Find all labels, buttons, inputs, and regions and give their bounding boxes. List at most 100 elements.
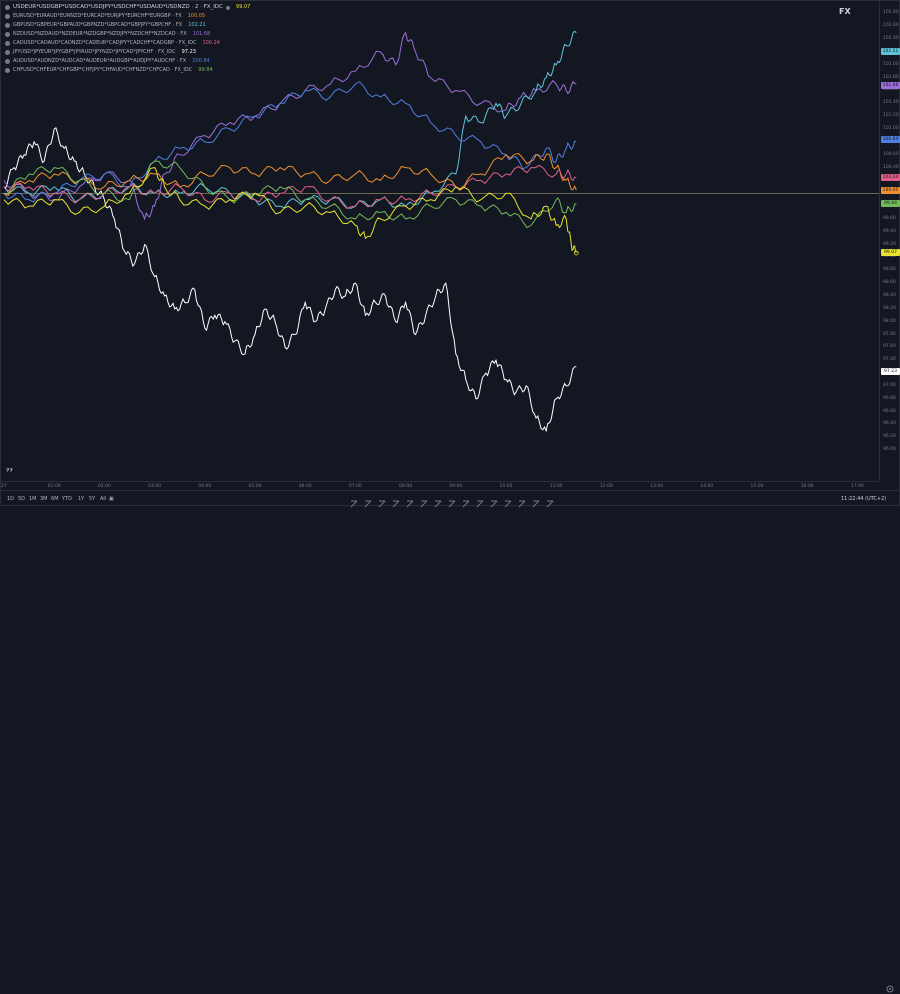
x-tick-label: 04:00 bbox=[198, 484, 212, 489]
legend-main-row[interactable]: USDEUR*USDGBP*USDCAD*USDJPY*USDCHF*USDAU… bbox=[5, 3, 250, 12]
x-tick-label: 11:00 bbox=[549, 484, 563, 489]
y-tick-label: 98.40 bbox=[883, 293, 896, 298]
legend-series-name: GBPUSD*GBPEUR*GBPAUD*GBPNZD*GBPCAD*GBPJP… bbox=[13, 22, 183, 28]
timeframe-1d[interactable]: 1D bbox=[7, 496, 15, 502]
trend-icon[interactable] bbox=[517, 494, 527, 508]
price-label: 101.68 bbox=[881, 81, 900, 89]
legend-main-value: 99.07 bbox=[236, 4, 251, 10]
x-tick-label: 10:00 bbox=[499, 484, 513, 489]
x-tick-label: 03:00 bbox=[148, 484, 162, 489]
legend: USDEUR*USDGBP*USDCAD*USDJPY*USDCHF*USDAU… bbox=[5, 3, 250, 75]
x-tick-label: 16:00 bbox=[800, 484, 814, 489]
y-tick-label: 102.40 bbox=[883, 36, 899, 42]
legend-series-name: CADUSD*CADAUD*CADNZD*CADEUR*CADJPY*CADCH… bbox=[13, 40, 197, 46]
y-tick-label: 99.40 bbox=[883, 228, 896, 234]
y-tick-label: 102.60 bbox=[883, 23, 899, 29]
timeframe-3m[interactable]: 3M bbox=[40, 496, 48, 502]
timeframe-1m[interactable]: 1M bbox=[29, 496, 37, 502]
y-tick-label: 101.80 bbox=[883, 74, 899, 80]
measure-icon[interactable] bbox=[433, 494, 443, 508]
legend-dot-icon bbox=[5, 14, 10, 19]
y-tick-label: 96.60 bbox=[883, 408, 896, 414]
circle-icon[interactable] bbox=[489, 494, 499, 508]
price-label: 99.84 bbox=[881, 200, 900, 208]
y-tick-label: 100.60 bbox=[883, 151, 899, 157]
y-tick-label: 99.00 bbox=[883, 254, 896, 260]
legend-series-name: JPYUSD*JPYEUR*JPYGBP*JPYAUD*JPYNZD*JPYCA… bbox=[13, 49, 176, 55]
settings-icon[interactable] bbox=[885, 984, 895, 994]
legend-series-row[interactable]: AUDUSD*AUDNZD*AUDCAD*AUDEUR*AUDGBP*AUDJP… bbox=[5, 57, 250, 66]
time-axis[interactable]: 27 01:00 02:00 03:00 04:00 05:00 06:00 07:00 08… bbox=[1, 481, 879, 491]
y-tick-label: 96.00 bbox=[883, 447, 896, 453]
timeframe-5y[interactable]: 5Y bbox=[89, 496, 96, 502]
pencil-icon[interactable] bbox=[405, 494, 415, 508]
fib-icon[interactable] bbox=[545, 494, 555, 508]
price-label: 100.84 bbox=[881, 135, 900, 143]
timeframe-ytd[interactable]: YTD bbox=[62, 496, 72, 502]
price-label: 97.23 bbox=[881, 367, 900, 375]
fx-badge: FX bbox=[839, 7, 851, 16]
visibility-icon[interactable] bbox=[226, 5, 231, 10]
y-tick-label: 97.80 bbox=[883, 331, 896, 337]
y-tick-label: 99.60 bbox=[883, 215, 896, 221]
note-icon[interactable] bbox=[419, 494, 429, 508]
plot-area[interactable] bbox=[1, 1, 879, 481]
legend-series-row[interactable]: CHFUSD*CHFEUR*CHFGBP*CHFJPY*CHFAUD*CHFNZ… bbox=[5, 66, 250, 75]
legend-dot-icon bbox=[5, 68, 10, 73]
timeframe-5d[interactable]: 5D bbox=[18, 496, 26, 502]
rectangle-icon[interactable] bbox=[363, 494, 373, 508]
y-tick-label: 101.40 bbox=[883, 100, 899, 106]
x-tick-label: 13:00 bbox=[650, 484, 664, 489]
legend-dot-icon bbox=[5, 50, 10, 55]
price-label: 102.21 bbox=[881, 47, 900, 55]
x-tick-label: 27 bbox=[1, 484, 7, 489]
polyline-icon[interactable] bbox=[503, 494, 513, 508]
legend-series-value: 102.21 bbox=[188, 22, 206, 28]
legend-series-row[interactable]: JPYUSD*JPYEUR*JPYGBP*JPYAUD*JPYNZD*JPYCA… bbox=[5, 48, 250, 57]
legend-series-row[interactable]: CADUSD*CADAUD*CADNZD*CADEUR*CADJPY*CADCH… bbox=[5, 39, 250, 48]
y-tick-label: 97.60 bbox=[883, 344, 896, 350]
series-line-usd bbox=[3, 167, 577, 254]
x-tick-label: 08:00 bbox=[399, 484, 413, 489]
timeframe-6m[interactable]: 6M bbox=[51, 496, 59, 502]
y-tick-label: 98.80 bbox=[883, 267, 896, 273]
legend-series-value: 100.84 bbox=[192, 58, 210, 64]
y-tick-label: 98.20 bbox=[883, 305, 896, 311]
bottom-toolbar: 1D 5D 1M 3M 6M YTD 1Y 5Y All ▣ 11:22:44 (UTC+2) bbox=[1, 490, 900, 993]
path-icon[interactable] bbox=[377, 494, 387, 508]
y-tick-label: 102.00 bbox=[883, 61, 899, 67]
price-label: 100.24 bbox=[881, 174, 900, 182]
tradingview-logo-icon: ⁷⁷ bbox=[6, 467, 14, 476]
legend-series-name: AUDUSD*AUDNZD*AUDCAD*AUDEUR*AUDGBP*AUDJP… bbox=[13, 58, 187, 64]
x-tick-label: 09:00 bbox=[449, 484, 463, 489]
text-icon[interactable] bbox=[447, 494, 457, 508]
arrow-left-icon[interactable] bbox=[461, 494, 471, 508]
clock[interactable]: 11:22:44 (UTC+2) bbox=[841, 496, 887, 502]
last-price-marker bbox=[573, 250, 579, 256]
legend-dot-icon bbox=[5, 41, 10, 46]
legend-series-name: NZDUSD*NZDAUD*NZDEUR*NZDGBP*NZDJPY*NZDCH… bbox=[13, 31, 187, 37]
legend-series-value: 99.84 bbox=[198, 67, 213, 73]
x-tick-label: 02:00 bbox=[97, 484, 111, 489]
timeframe-all[interactable]: All bbox=[100, 496, 107, 502]
legend-series-row[interactable]: NZDUSD*NZDAUD*NZDEUR*NZDGBP*NZDJPY*NZDCH… bbox=[5, 30, 250, 39]
pin-icon[interactable] bbox=[531, 494, 541, 508]
date-range-icon[interactable]: ▣ bbox=[109, 496, 114, 502]
series-line-cad bbox=[3, 164, 577, 210]
y-tick-label: 101.00 bbox=[883, 126, 899, 132]
series-line-chf bbox=[3, 160, 577, 229]
x-tick-label: 15:00 bbox=[750, 484, 764, 489]
price-label: 100.05 bbox=[881, 186, 900, 194]
y-tick-label: 101.20 bbox=[883, 113, 899, 119]
line-icon[interactable] bbox=[475, 494, 485, 508]
legend-series-row[interactable]: EURUSD*EURAUD*EURNZD*EURCAD*EURJPY*EURCH… bbox=[5, 12, 250, 21]
legend-dot-icon bbox=[5, 32, 10, 37]
timeframe-1y[interactable]: 1Y bbox=[78, 496, 85, 502]
cursor-icon[interactable] bbox=[349, 494, 359, 508]
price-axis[interactable]: 102.80102.60102.40102.20102.00101.80101.… bbox=[879, 1, 900, 481]
brush-icon[interactable] bbox=[391, 494, 401, 508]
legend-series-row[interactable]: GBPUSD*GBPEUR*GBPAUD*GBPNZD*GBPCAD*GBPJP… bbox=[5, 21, 250, 30]
legend-series-name: CHFUSD*CHFEUR*CHFGBP*CHFJPY*CHFAUD*CHFNZ… bbox=[13, 67, 193, 73]
y-tick-label: 98.60 bbox=[883, 280, 896, 286]
